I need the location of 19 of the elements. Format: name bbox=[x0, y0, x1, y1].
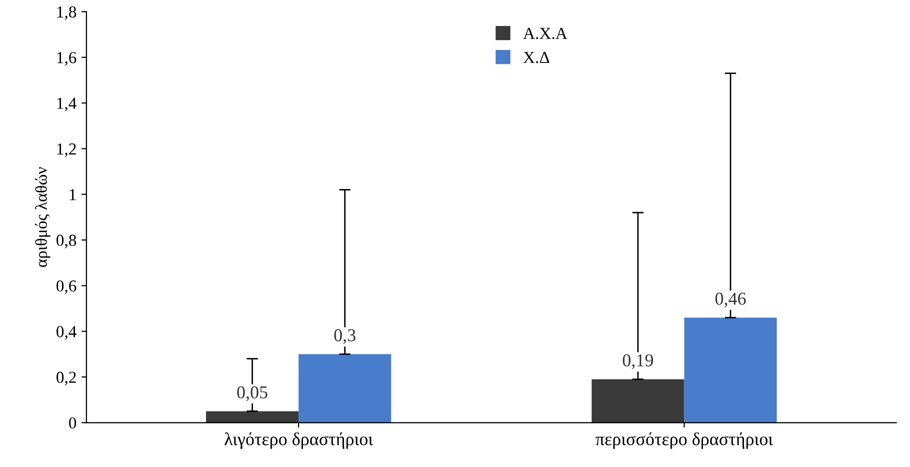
legend-label: Χ.Δ bbox=[523, 52, 550, 64]
y-tick-label: 1 bbox=[70, 189, 76, 200]
y-tick-label: 0,6 bbox=[56, 280, 76, 294]
y-tick-label: 0 bbox=[69, 417, 76, 429]
y-tick-label: 0,4 bbox=[56, 326, 76, 340]
y-tick-label: 0,8 bbox=[56, 234, 76, 248]
legend-label: Α.Χ.Α bbox=[523, 28, 568, 40]
data-label: 0,19 bbox=[622, 354, 654, 370]
x-tick-label: λιγότερο δραστήριοι bbox=[224, 432, 373, 449]
data-label: 0,46 bbox=[715, 292, 746, 308]
y-tick-label: 1,4 bbox=[57, 98, 76, 112]
y-axis-title: αριθμός λαθών bbox=[35, 167, 50, 267]
data-label: 0,3 bbox=[334, 329, 356, 344]
y-tick-label: 1,8 bbox=[57, 6, 76, 20]
y-tick-label: 0,2 bbox=[56, 372, 76, 386]
y-tick-label: 1,2 bbox=[57, 143, 76, 158]
data-label: 0,05 bbox=[237, 386, 268, 402]
x-tick-label: περισσότερο δραστήριοι bbox=[596, 432, 773, 449]
y-tick-label: 1,6 bbox=[57, 52, 76, 66]
